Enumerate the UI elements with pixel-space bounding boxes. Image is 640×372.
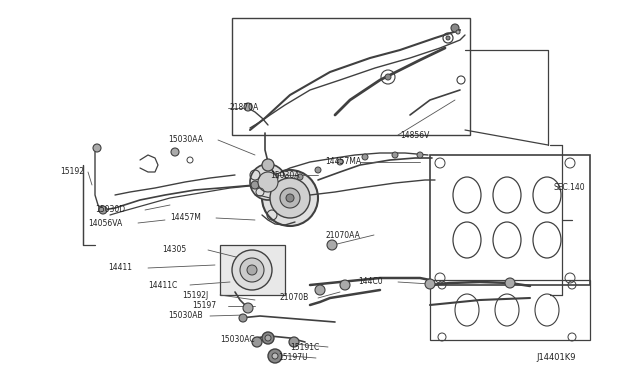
Circle shape [505, 278, 515, 288]
Circle shape [262, 159, 274, 171]
Text: 15030AC: 15030AC [220, 336, 255, 344]
Text: 14856V: 14856V [400, 131, 429, 140]
Text: 15197: 15197 [192, 301, 216, 311]
Text: 15030D: 15030D [95, 205, 125, 215]
Text: 144C0: 144C0 [358, 278, 383, 286]
Bar [220, 245, 285, 295]
Circle shape [252, 337, 262, 347]
Circle shape [337, 159, 343, 165]
Circle shape [340, 280, 350, 290]
Circle shape [280, 188, 300, 208]
Circle shape [446, 36, 450, 40]
Circle shape [232, 250, 272, 290]
Circle shape [327, 240, 337, 250]
Circle shape [99, 206, 107, 214]
Circle shape [244, 103, 252, 111]
Text: 15192J: 15192J [182, 291, 208, 299]
Circle shape [247, 265, 257, 275]
Circle shape [93, 144, 101, 152]
Circle shape [425, 279, 435, 289]
Text: 15191C: 15191C [290, 343, 319, 352]
Circle shape [270, 178, 310, 218]
Circle shape [451, 24, 459, 32]
Circle shape [417, 152, 423, 158]
Text: 15030A: 15030A [270, 170, 300, 180]
Circle shape [250, 164, 286, 200]
Circle shape [315, 285, 325, 295]
Text: 21070AA: 21070AA [326, 231, 361, 240]
Circle shape [268, 349, 282, 363]
Text: 14457MA: 14457MA [325, 157, 361, 167]
Circle shape [315, 167, 321, 173]
Text: 15192: 15192 [60, 167, 84, 176]
Circle shape [297, 174, 303, 180]
Bar [430, 155, 590, 285]
Circle shape [456, 30, 460, 34]
Circle shape [385, 74, 391, 80]
Circle shape [251, 181, 259, 189]
Text: 15030AA: 15030AA [168, 135, 203, 144]
Bar [430, 280, 590, 340]
Text: 21070B: 21070B [280, 294, 309, 302]
Text: 14305: 14305 [162, 246, 186, 254]
Circle shape [286, 194, 294, 202]
Text: 14457M: 14457M [170, 214, 201, 222]
Circle shape [239, 314, 247, 322]
Circle shape [262, 332, 274, 344]
Text: 15197U: 15197U [278, 353, 308, 362]
Circle shape [258, 172, 278, 192]
Circle shape [392, 152, 398, 158]
Text: SEC.140: SEC.140 [554, 183, 586, 192]
Circle shape [272, 353, 278, 359]
Circle shape [171, 148, 179, 156]
Text: 14056VA: 14056VA [88, 218, 122, 228]
Circle shape [265, 335, 271, 341]
Circle shape [240, 258, 264, 282]
Circle shape [262, 170, 318, 226]
Text: 14411: 14411 [108, 263, 132, 273]
Bar [232, 18, 470, 135]
Circle shape [243, 303, 253, 313]
Text: 21870A: 21870A [230, 103, 259, 112]
Text: 15030AB: 15030AB [168, 311, 203, 321]
Text: J14401K9: J14401K9 [536, 353, 575, 362]
Circle shape [362, 154, 368, 160]
Circle shape [289, 337, 299, 347]
Text: 14411C: 14411C [148, 280, 177, 289]
